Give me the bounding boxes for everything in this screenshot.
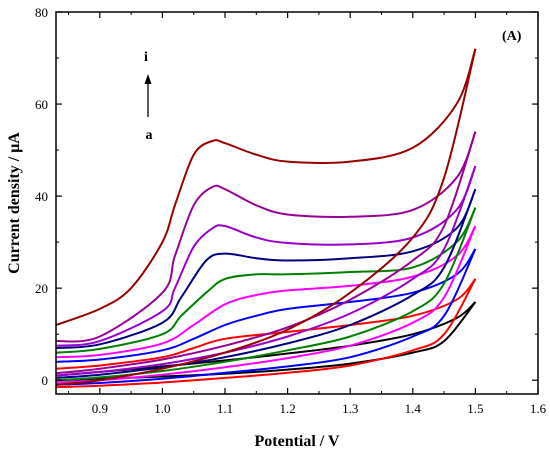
cv-forward-scan — [55, 278, 477, 389]
cv-reverse-scan — [55, 278, 477, 370]
cv-curve — [55, 165, 477, 377]
x-tick-label: 1.2 — [279, 401, 295, 416]
cv-reverse-scan — [55, 225, 477, 359]
cv-forward-scan — [55, 248, 477, 386]
y-tick-label: 40 — [35, 189, 48, 204]
x-tick-label: 1.4 — [405, 401, 422, 416]
annotation-top: i — [144, 50, 148, 65]
y-tick-label: 0 — [42, 373, 49, 388]
x-axis: 0.9 1.0 1.1 1.2 1.3 1.4 1.5 1.6 — [68, 12, 547, 416]
cv-forward-scan — [55, 131, 477, 375]
y-tick-label: 20 — [35, 281, 48, 296]
cv-forward-scan — [55, 188, 477, 379]
y-axis: 0 20 40 60 80 — [35, 5, 538, 388]
cv-curve — [55, 131, 477, 375]
cv-curve — [55, 188, 477, 379]
panel-label: (A) — [502, 29, 522, 44]
y-tick-label: 60 — [35, 97, 48, 112]
x-tick-label: 1.0 — [154, 401, 170, 416]
annotation-arrow-head — [144, 74, 152, 84]
cv-reverse-scan — [55, 48, 477, 326]
cv-curve — [55, 225, 477, 384]
cv-forward-scan — [55, 225, 477, 384]
x-tick-label: 1.6 — [530, 401, 547, 416]
annotation-bottom: a — [146, 128, 153, 143]
cv-curve — [55, 248, 477, 386]
cv-forward-scan — [55, 165, 477, 377]
cv-reverse-scan — [55, 207, 477, 354]
cv-forward-scan — [55, 48, 477, 386]
x-tick-label: 1.5 — [467, 401, 483, 416]
y-axis-title: Current density / μA — [6, 132, 23, 274]
x-tick-label: 1.1 — [217, 401, 233, 416]
y-tick-label: 80 — [35, 5, 48, 20]
cv-curve — [55, 278, 477, 389]
plot-frame — [55, 11, 539, 395]
cv-forward-scan — [55, 207, 477, 382]
cv-reverse-scan — [55, 248, 477, 363]
x-tick-label: 1.3 — [342, 401, 358, 416]
cv-reverse-scan — [55, 188, 477, 349]
cv-reverse-scan — [55, 131, 477, 343]
curves — [55, 48, 477, 389]
cv-curve — [55, 48, 477, 386]
cv-reverse-scan — [55, 165, 477, 347]
x-axis-title: Potential / V — [254, 433, 339, 450]
cv-curve — [55, 207, 477, 382]
x-tick-label: 0.9 — [92, 401, 108, 416]
